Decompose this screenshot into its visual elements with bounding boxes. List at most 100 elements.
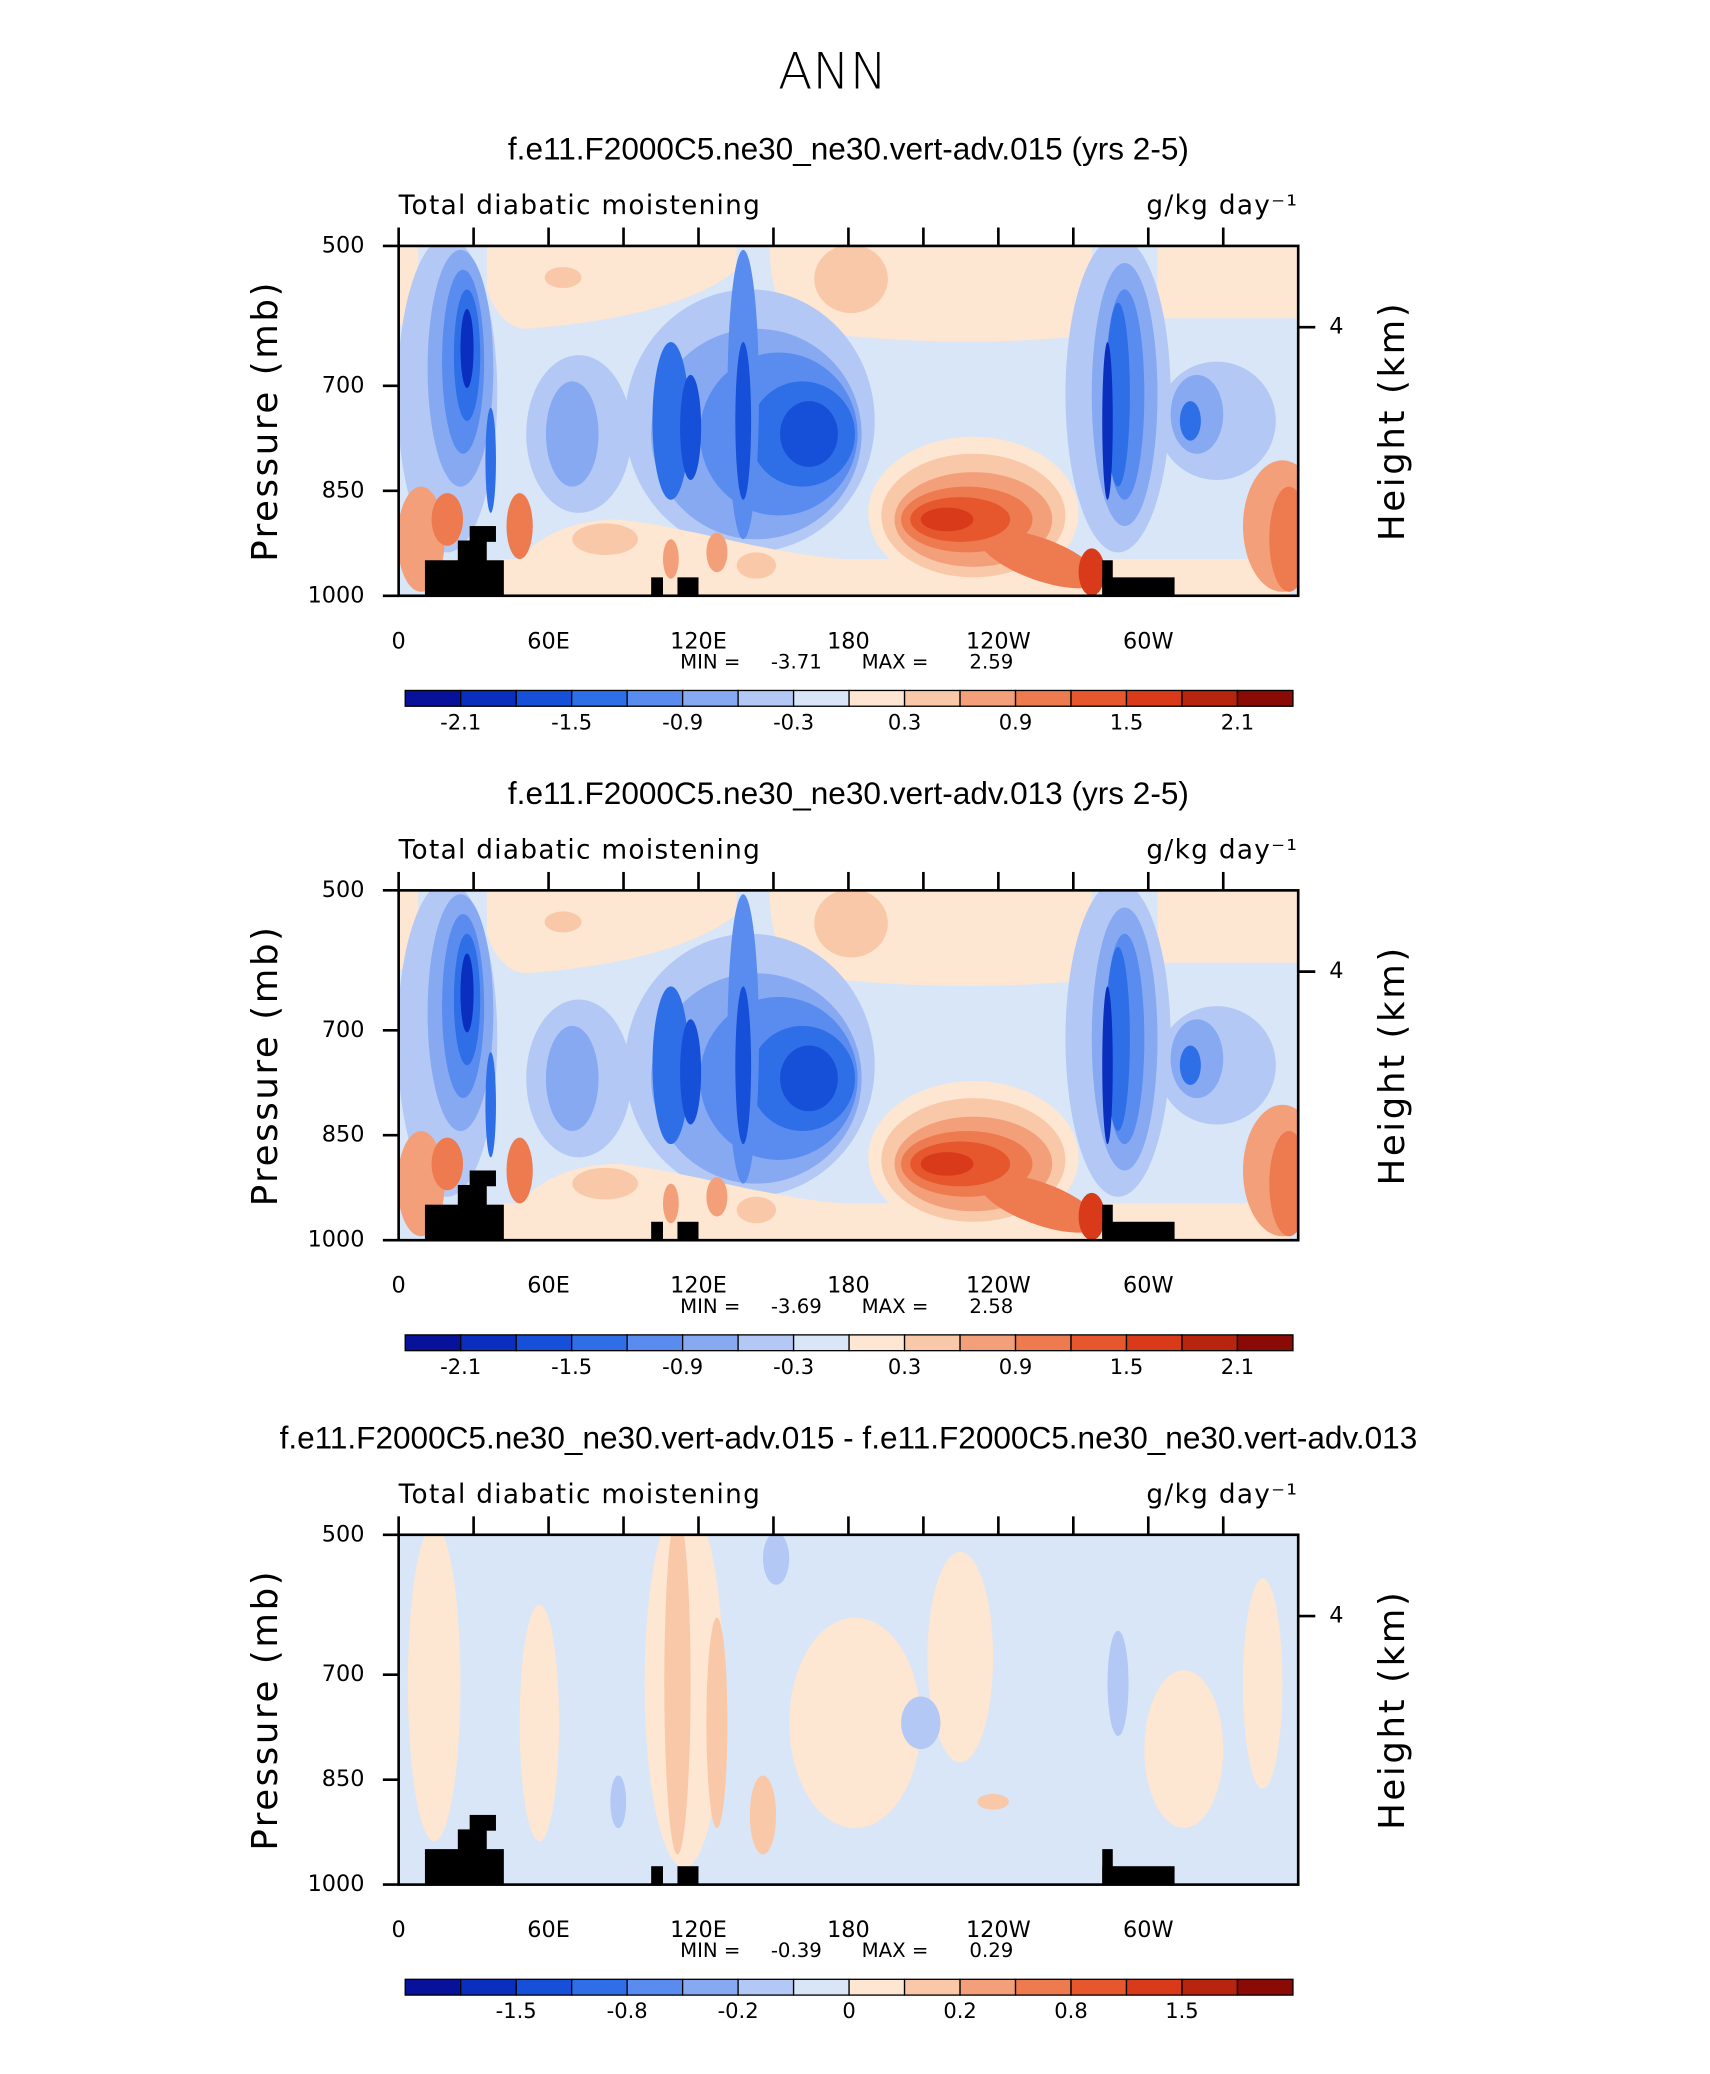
y2-tick-label: 4 <box>1329 314 1343 340</box>
y2-tick-label: 4 <box>1329 1603 1343 1629</box>
left-label: Total diabatic moistening <box>398 835 762 865</box>
x-tick-label: 120E <box>670 1917 727 1943</box>
colorbar-label: -0.3 <box>773 709 814 734</box>
y-tick-label: 500 <box>322 232 365 258</box>
colorbar-box <box>848 689 906 707</box>
colorbar-box <box>959 689 1017 707</box>
x-tick-label: 60W <box>1123 1273 1174 1299</box>
colorbar-box <box>681 1334 739 1352</box>
panel-title: f.e11.F2000C5.ne30_ne30.vert-adv.015 (yr… <box>508 131 1189 167</box>
colorbar-label: -2.1 <box>440 1354 481 1379</box>
colorbar-box <box>1125 1334 1183 1352</box>
max-value: 2.58 <box>969 1295 1013 1318</box>
y-tick-label: 1000 <box>308 1871 365 1897</box>
colorbar-box <box>571 1334 628 1352</box>
x-tick-label: 180 <box>827 1273 870 1299</box>
min-label: MIN = <box>680 1295 740 1318</box>
colorbar-box <box>792 1978 850 1996</box>
min-value: -3.69 <box>771 1295 822 1318</box>
colorbar-label: -0.9 <box>662 1354 703 1379</box>
min-label: MIN = <box>680 650 740 673</box>
colorbar-label: -0.8 <box>607 1998 648 2023</box>
colorbar-box <box>626 1978 684 1996</box>
y-axis-label: Pressure (mb) <box>245 280 286 562</box>
colorbar-box <box>848 1978 906 1996</box>
colorbar-label: 0.2 <box>943 1998 976 2023</box>
min-value: -3.71 <box>771 650 822 673</box>
colorbar-box <box>903 1334 961 1352</box>
x-tick-label: 60E <box>527 1273 570 1299</box>
colorbar-box <box>571 1978 628 1996</box>
colorbar-box <box>1070 1334 1128 1352</box>
colorbar-box <box>1181 1978 1239 1996</box>
colorbar-box <box>681 1978 739 1996</box>
colorbar-box <box>1236 689 1294 707</box>
colorbar-box <box>903 1978 961 1996</box>
colorbar-box <box>1125 1978 1183 1996</box>
colorbar-box <box>792 689 850 707</box>
colorbar-label: 2.1 <box>1221 1354 1254 1379</box>
colorbar-box <box>1125 689 1183 707</box>
colorbar-label: 1.5 <box>1110 1354 1143 1379</box>
colorbar-box <box>404 1978 462 1996</box>
colorbar-box <box>1236 1334 1294 1352</box>
colorbar-label: -0.9 <box>662 709 703 734</box>
x-tick-label: 180 <box>827 628 870 654</box>
colorbar-box <box>681 689 739 707</box>
colorbar-box <box>1014 689 1072 707</box>
max-value: 0.29 <box>969 1939 1013 1962</box>
colorbar-label: 0.3 <box>888 709 921 734</box>
colorbar-box <box>460 1978 517 1996</box>
colorbar-label: -2.1 <box>440 709 481 734</box>
colorbar-box <box>626 1334 684 1352</box>
colorbar-label: -1.5 <box>551 1354 592 1379</box>
x-tick-label: 60E <box>527 1917 570 1943</box>
max-label: MAX = <box>862 1939 929 1962</box>
colorbar-box <box>792 1334 850 1352</box>
colorbar-box <box>460 689 517 707</box>
colorbar-box <box>1014 1334 1072 1352</box>
x-tick-label: 60W <box>1123 1917 1174 1943</box>
colorbar-label: 0.9 <box>999 709 1032 734</box>
x-tick-label: 180 <box>827 1917 870 1943</box>
y-tick-label: 1000 <box>308 1227 365 1253</box>
units-label: g/kg day⁻¹ <box>1146 1480 1298 1510</box>
y2-axis-label: Height (km) <box>1372 301 1413 541</box>
colorbar-box <box>571 689 628 707</box>
x-tick-label: 120W <box>966 1273 1031 1299</box>
colorbar-box <box>959 1334 1017 1352</box>
x-tick-label: 120E <box>670 1273 727 1299</box>
x-tick-label: 0 <box>392 628 406 654</box>
colorbar-box <box>737 1978 795 1996</box>
x-tick-label: 0 <box>392 1917 406 1943</box>
colorbar-box <box>1070 689 1128 707</box>
y-tick-label: 700 <box>322 1661 365 1687</box>
min-label: MIN = <box>680 1939 740 1962</box>
x-tick-label: 60E <box>527 628 570 654</box>
colorbar-box <box>460 1334 517 1352</box>
y-tick-label: 500 <box>322 1521 365 1547</box>
colorbar-label: 1.5 <box>1165 1998 1198 2023</box>
colorbar-box <box>515 1978 573 1996</box>
colorbar-label: -1.5 <box>496 1998 537 2023</box>
y-tick-label: 1000 <box>308 582 365 608</box>
x-tick-label: 120W <box>966 1917 1031 1943</box>
colorbar-label: 0.9 <box>999 1354 1032 1379</box>
y-axis-label: Pressure (mb) <box>245 1569 286 1851</box>
colorbar-label: 1.5 <box>1110 709 1143 734</box>
max-label: MAX = <box>862 1295 929 1318</box>
colorbar-box <box>848 1334 906 1352</box>
colorbar-box <box>1014 1978 1072 1996</box>
max-value: 2.59 <box>969 650 1013 673</box>
colorbar-box <box>737 689 795 707</box>
units-label: g/kg day⁻¹ <box>1146 835 1298 865</box>
colorbar-box <box>903 689 961 707</box>
left-label: Total diabatic moistening <box>398 1480 762 1510</box>
max-label: MAX = <box>862 650 929 673</box>
y2-tick-label: 4 <box>1329 958 1343 984</box>
colorbar-box <box>737 1334 795 1352</box>
colorbar-box <box>1181 689 1239 707</box>
y-tick-label: 850 <box>322 1122 365 1148</box>
colorbar-label: -1.5 <box>551 709 592 734</box>
